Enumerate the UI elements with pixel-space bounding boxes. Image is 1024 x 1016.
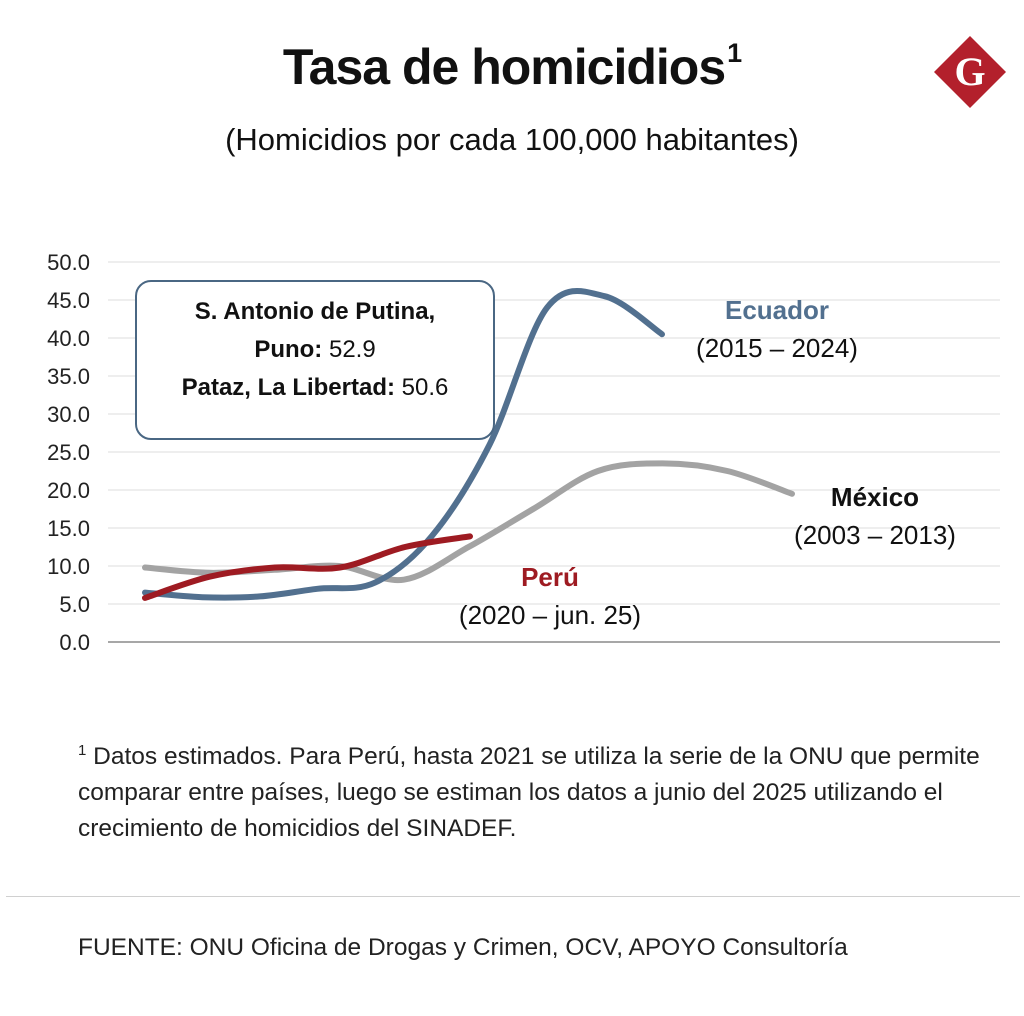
peru-label: Perú (2020 – jun. 25) [440,558,660,634]
y-tick-label: 50.0 [47,250,90,275]
mexico-label: México (2003 – 2013) [775,478,975,554]
y-tick-label: 25.0 [47,440,90,465]
callout-puno-label: Puno: [254,336,323,363]
source-note: FUENTE: ONU Oficina de Drogas y Crimen, … [78,934,848,961]
y-tick-label: 15.0 [47,516,90,541]
y-axis-ticks: 0.0 5.0 10.0 15.0 20.0 25.0 30.0 35.0 40.0 45.0 50… [47,250,90,655]
callout-box: S. Antonio de Putina, Puno: 52.9 Pataz, … [135,280,495,440]
callout-puno-value: 52.9 [328,336,376,363]
callout-pataz-label: Pataz, La Libertad: [181,374,395,401]
logo-letter: G [954,49,985,94]
mexico-period: (2003 – 2013) [794,520,956,550]
callout-pataz-value: 50.6 [401,374,449,401]
footnote-marker: 1 [78,742,87,759]
y-tick-label: 35.0 [47,364,90,389]
y-tick-label: 10.0 [47,554,90,579]
callout-line1: S. Antonio de Putina, [194,298,436,325]
y-tick-label: 40.0 [47,326,90,351]
footnote-text: Datos estimados. Para Perú, hasta 2021 s… [78,743,980,842]
chart-subtitle: (Homicidios por cada 100,000 habitantes) [225,122,799,157]
mexico-name: México [830,482,920,512]
series-line-peru [142,533,473,601]
y-tick-label: 5.0 [59,592,90,617]
line-chart: 0.0 5.0 10.0 15.0 20.0 25.0 30.0 35.0 40.0 45.0 50… [47,250,1000,655]
y-tick-label: 20.0 [47,478,90,503]
y-tick-label: 45.0 [47,288,90,313]
series-line-ecuador [142,288,665,601]
y-tick-label: 30.0 [47,402,90,427]
divider [6,896,1020,897]
series-lines [142,288,795,601]
ecuador-name: Ecuador [724,295,830,325]
peru-period: (2020 – jun. 25) [458,600,642,630]
ecuador-period: (2015 – 2024) [696,333,858,363]
y-tick-label: 0.0 [59,630,90,655]
diamond-g-logo-icon: G [934,36,1006,108]
chart-title: Tasa de homicidios1 [282,38,742,95]
ecuador-label: Ecuador (2015 – 2024) [672,291,882,367]
title-footnote-marker: 1 [727,38,742,68]
footnote: 1 Datos estimados. Para Perú, hasta 2021… [78,733,998,847]
peru-name: Perú [521,562,579,592]
